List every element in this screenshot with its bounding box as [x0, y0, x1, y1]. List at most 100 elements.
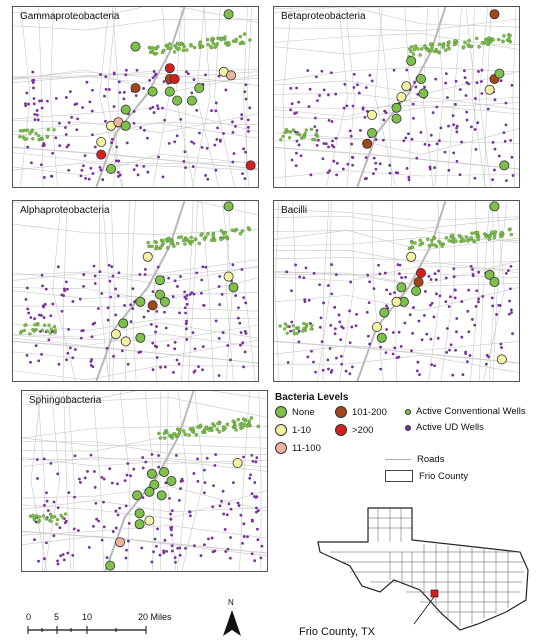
- ud-well: [192, 370, 196, 374]
- ud-well: [100, 476, 104, 479]
- conventional-well: [207, 428, 211, 432]
- ud-well: [243, 350, 247, 354]
- conventional-well: [314, 132, 319, 136]
- ud-well: [91, 133, 94, 137]
- ud-well: [134, 94, 138, 97]
- ud-well: [397, 330, 401, 334]
- conventional-well: [462, 239, 466, 243]
- sample-site-marker: [223, 9, 234, 20]
- ud-well: [185, 294, 189, 297]
- legend-title: Bacteria Levels: [275, 392, 349, 403]
- conventional-well: [434, 244, 439, 249]
- road-line: [274, 132, 519, 144]
- ud-well: [93, 282, 97, 285]
- conventional-well: [206, 42, 210, 47]
- conventional-well: [423, 45, 427, 49]
- ud-well: [168, 496, 171, 500]
- ud-well: [112, 105, 116, 108]
- ud-well: [142, 315, 146, 319]
- ud-well: [163, 118, 167, 122]
- ud-well: [162, 549, 165, 553]
- sample-site-marker: [96, 136, 107, 147]
- conventional-well: [52, 324, 57, 329]
- ud-well: [329, 370, 333, 374]
- ud-well: [361, 107, 365, 111]
- inset-label: Frio County, TX: [299, 626, 376, 638]
- ud-well: [295, 151, 298, 155]
- ud-well: [410, 137, 414, 141]
- ud-well: [42, 142, 46, 145]
- ud-well: [447, 124, 450, 128]
- ud-well: [453, 288, 457, 292]
- ud-well: [185, 302, 189, 306]
- ud-well: [445, 350, 449, 354]
- conventional-well: [183, 242, 187, 246]
- ud-well: [182, 159, 186, 163]
- ud-well: [116, 170, 120, 174]
- ud-well: [253, 559, 257, 563]
- ud-well: [285, 270, 289, 274]
- road-line: [244, 201, 256, 381]
- conventional-well: [150, 50, 155, 54]
- ud-well: [148, 79, 151, 82]
- ud-well: [38, 99, 41, 103]
- ud-well: [430, 363, 434, 367]
- road-line: [339, 201, 354, 381]
- ud-well: [111, 530, 115, 533]
- sample-site-marker: [144, 486, 155, 497]
- legend-label: 11-100: [292, 442, 321, 454]
- ud-well: [313, 116, 317, 120]
- road-line: [13, 152, 258, 165]
- ud-well: [88, 100, 92, 104]
- conventional-well: [285, 331, 289, 335]
- ud-well: [203, 481, 207, 485]
- scale-tick-label: 0: [26, 612, 32, 622]
- ud-well: [193, 347, 197, 351]
- sample-site-marker: [159, 467, 170, 478]
- legend-label: None: [292, 406, 315, 418]
- ud-well: [31, 70, 35, 74]
- ud-well: [229, 358, 232, 362]
- road-line: [30, 391, 47, 571]
- road-line: [274, 7, 426, 9]
- ud-well: [116, 482, 119, 486]
- ud-well: [82, 273, 86, 276]
- ud-well: [25, 286, 29, 290]
- conventional-well: [493, 229, 498, 234]
- sample-site-marker: [228, 282, 239, 293]
- ud-well: [45, 499, 49, 503]
- ud-well: [363, 115, 367, 119]
- ud-well: [413, 80, 417, 84]
- ud-well: [179, 117, 183, 121]
- ud-well: [495, 313, 498, 316]
- ud-well: [35, 458, 39, 461]
- ud-well: [382, 118, 386, 122]
- ud-well: [330, 292, 334, 296]
- conventional-well: [49, 519, 53, 523]
- ud-well: [68, 90, 72, 94]
- ud-well: [31, 81, 35, 85]
- conventional-well: [410, 245, 415, 249]
- ud-well: [452, 275, 456, 279]
- ud-well: [156, 107, 160, 111]
- ud-well: [231, 481, 235, 485]
- ud-well: [175, 358, 179, 362]
- ud-well: [214, 319, 218, 323]
- ud-well: [214, 101, 218, 105]
- ud-well: [365, 177, 368, 180]
- road-line: [44, 391, 60, 571]
- road-line: [13, 305, 258, 312]
- ud-well: [169, 526, 172, 530]
- ud-well: [107, 263, 111, 267]
- conventional-well: [295, 132, 299, 136]
- ud-well: [321, 157, 325, 161]
- texas-inset-map: [310, 500, 536, 632]
- ud-well: [91, 88, 94, 92]
- ud-well: [234, 294, 238, 297]
- ud-well: [126, 362, 130, 366]
- ud-well: [255, 456, 259, 460]
- conventional-well: [240, 421, 244, 426]
- ud-well: [490, 296, 494, 300]
- road-line: [274, 70, 519, 95]
- road-line: [22, 486, 267, 512]
